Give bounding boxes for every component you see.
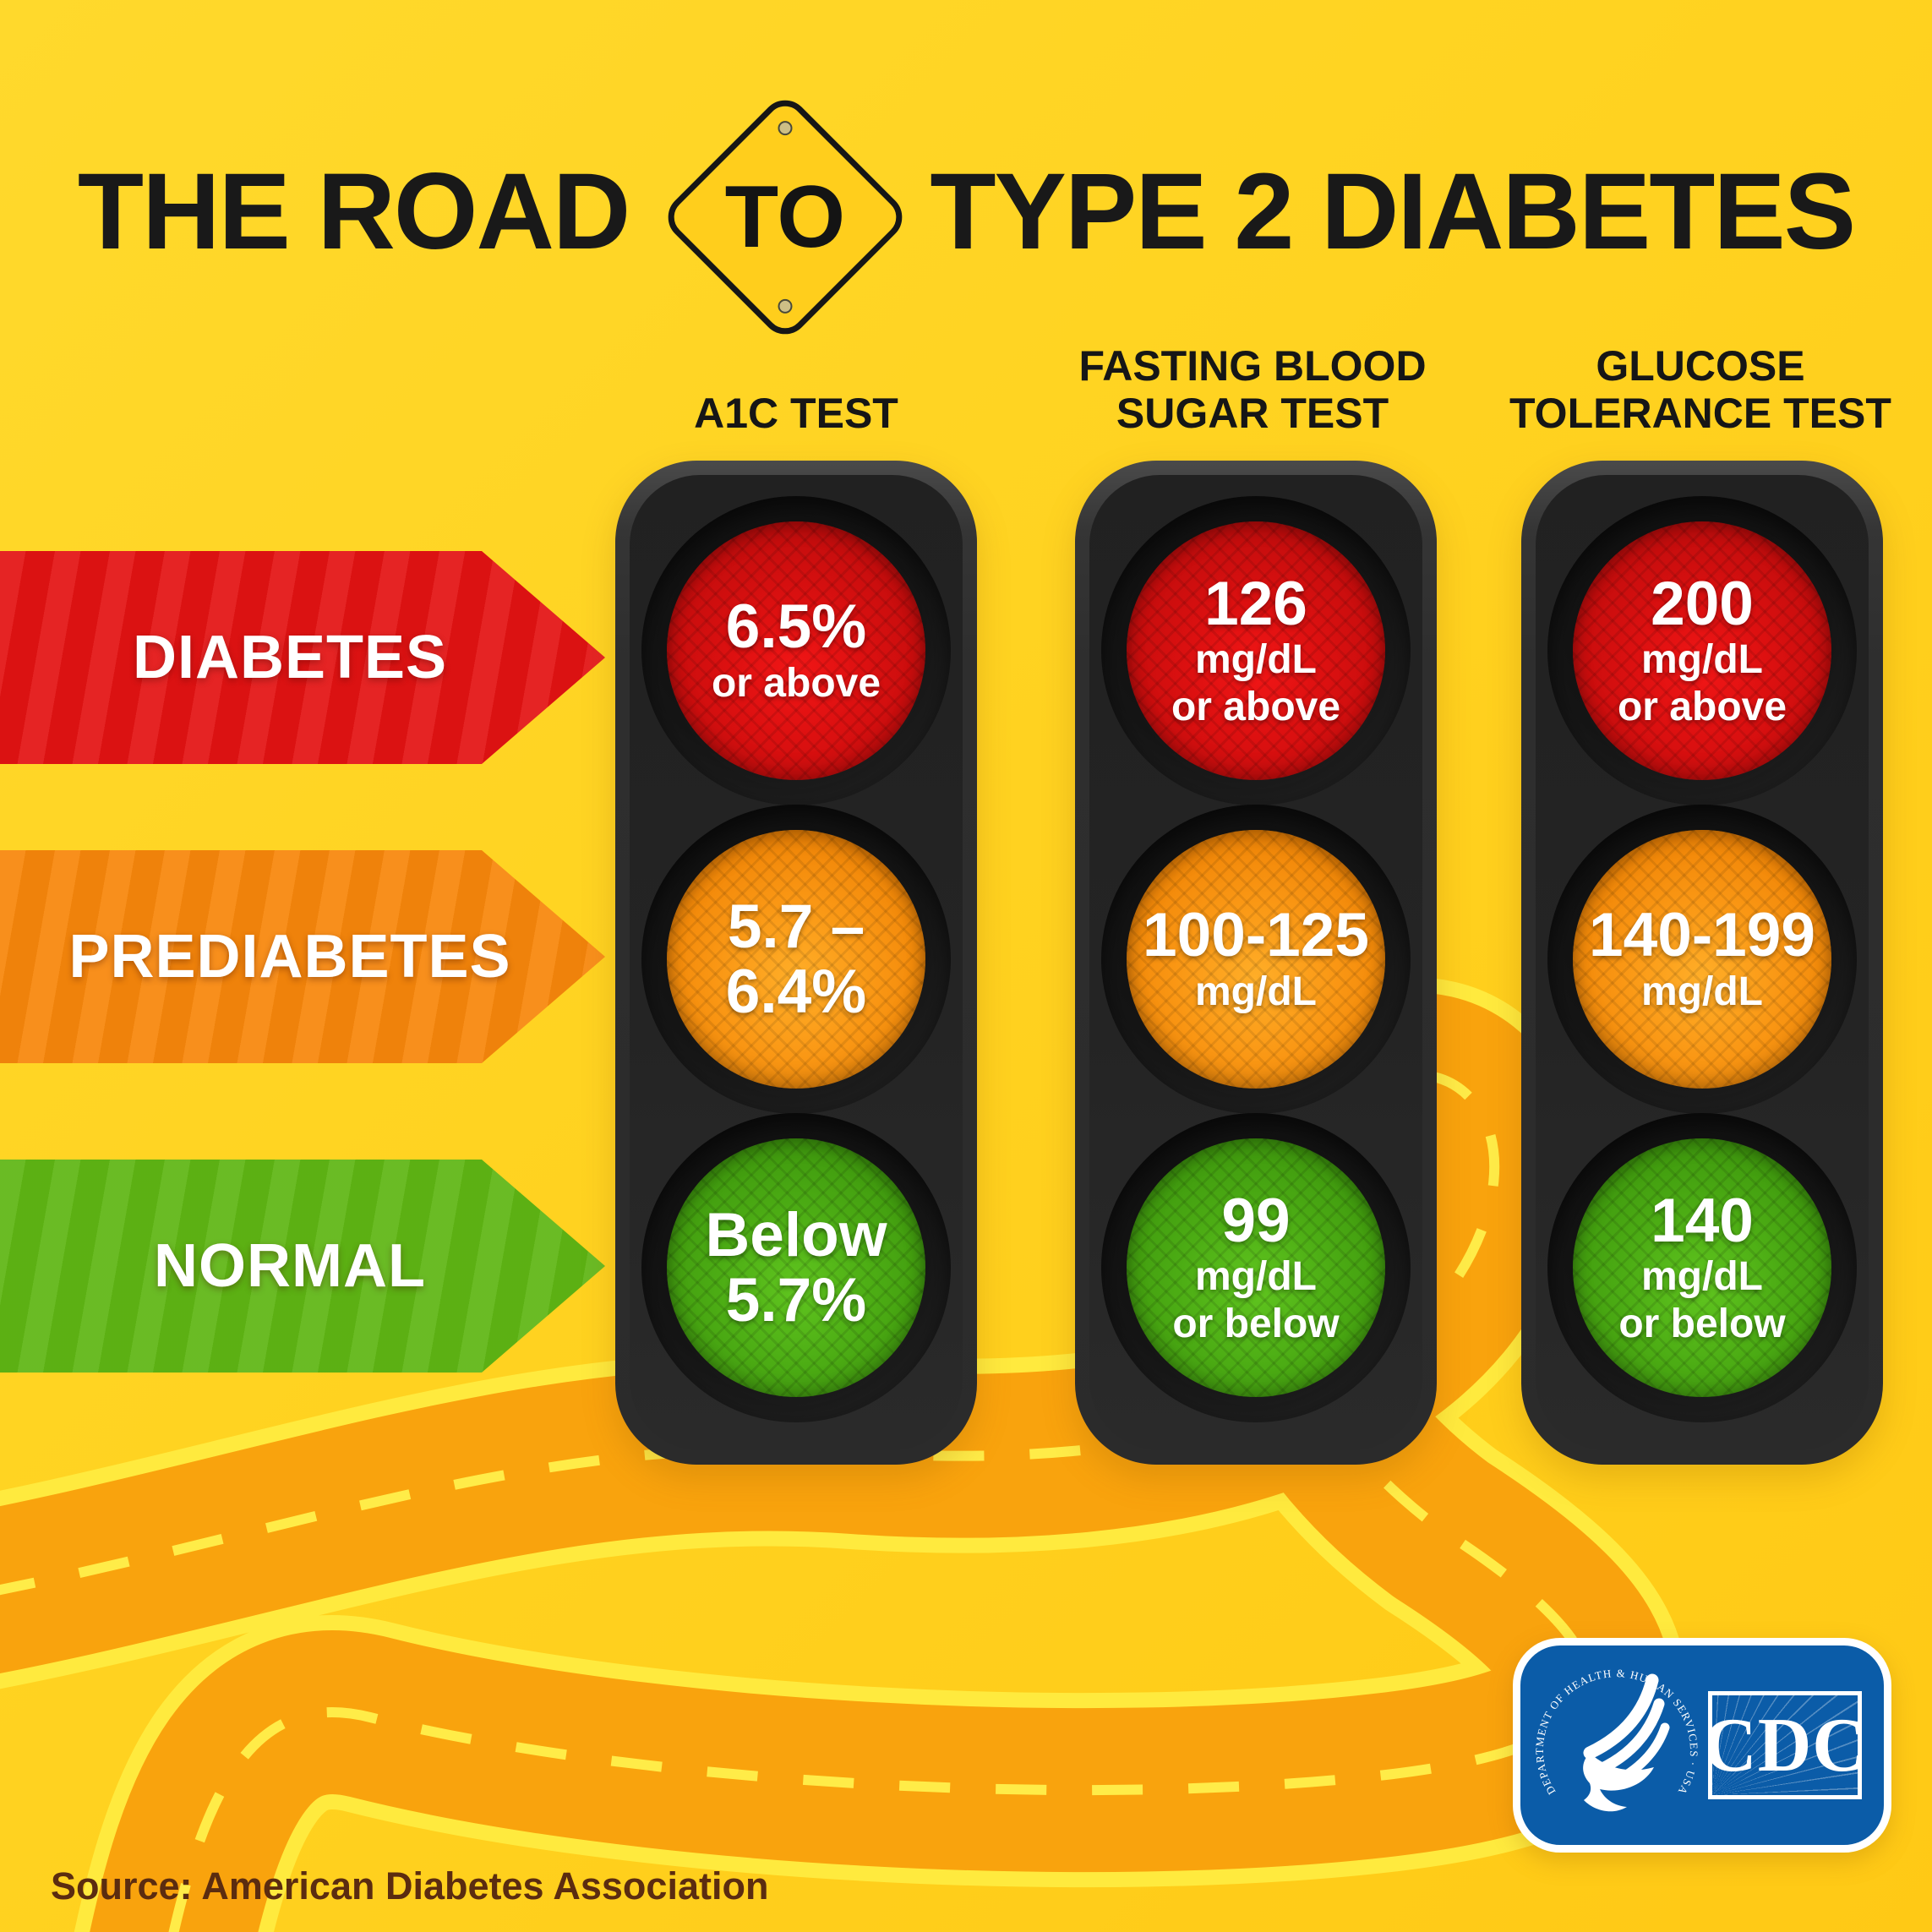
lamp-recess: 200 mg/dL or above	[1547, 496, 1857, 805]
a1c-diabetes-lamp: 6.5% or above	[667, 521, 925, 780]
lamp-recess: 99 mg/dL or below	[1101, 1113, 1411, 1422]
hhs-eagle-icon: DEPARTMENT OF HEALTH & HUMAN SERVICES · …	[1533, 1667, 1700, 1812]
lamp-recess: 100-125 mg/dL	[1101, 805, 1411, 1114]
glucose-prediabetes-lamp: 140-199 mg/dL	[1573, 830, 1831, 1089]
lamp-recess: 6.5% or above	[641, 496, 951, 805]
source-note: Source: American Diabetes Association	[51, 1864, 769, 1907]
fasting-diabetes-lamp: 126 mg/dL or above	[1127, 521, 1385, 780]
cdc-wordmark: CDC	[1708, 1702, 1862, 1788]
title-part-2: TYPE 2 DIABETES	[930, 150, 1856, 272]
cdc-wordmark-box: CDC	[1708, 1691, 1862, 1799]
column-header-fasting-blood-sugar-test: FASTING BLOOD SUGAR TEST	[1078, 342, 1427, 437]
row-arrow-prediabetes: PREDIABETES	[0, 850, 605, 1063]
page-title: THE ROAD TO TYPE 2 DIABETES	[0, 83, 1932, 344]
lamp-recess: 140 mg/dL or below	[1547, 1113, 1857, 1422]
sign-screw-icon	[775, 117, 796, 139]
a1c-prediabetes-lamp: 5.7 – 6.4%	[667, 830, 925, 1089]
fasting-normal-lamp: 99 mg/dL or below	[1127, 1138, 1385, 1397]
traffic-light-a1c: 6.5% or above 5.7 – 6.4% Below 5.7%	[615, 461, 977, 1465]
traffic-light-fasting-blood-sugar: 126 mg/dL or above 100-125 mg/dL 99 mg/d…	[1075, 461, 1437, 1465]
lamp-recess: 126 mg/dL or above	[1101, 496, 1411, 805]
title-part-1: THE ROAD	[77, 150, 630, 272]
fasting-prediabetes-lamp: 100-125 mg/dL	[1127, 830, 1385, 1089]
lamp-recess: Below 5.7%	[641, 1113, 951, 1422]
cdc-hhs-logo: DEPARTMENT OF HEALTH & HUMAN SERVICES · …	[1513, 1638, 1891, 1853]
lamp-recess: 5.7 – 6.4%	[641, 805, 951, 1114]
row-label-prediabetes: PREDIABETES	[68, 923, 511, 991]
traffic-light-glucose-tolerance: 200 mg/dL or above 140-199 mg/dL 140 mg/…	[1521, 461, 1883, 1465]
a1c-normal-lamp: Below 5.7%	[667, 1138, 925, 1397]
sign-label: TO	[725, 167, 846, 266]
column-header-glucose-tolerance-test: GLUCOSE TOLERANCE TEST	[1509, 342, 1891, 437]
row-arrow-normal: NORMAL	[0, 1160, 605, 1373]
road-sign-diamond: TO	[658, 90, 913, 344]
glucose-normal-lamp: 140 mg/dL or below	[1573, 1138, 1831, 1397]
glucose-diabetes-lamp: 200 mg/dL or above	[1573, 521, 1831, 780]
row-label-diabetes: DIABETES	[132, 624, 448, 691]
row-arrow-diabetes: DIABETES	[0, 551, 605, 764]
column-header-a1c-test: A1C TEST	[694, 390, 898, 437]
lamp-recess: 140-199 mg/dL	[1547, 805, 1857, 1114]
row-label-normal: NORMAL	[154, 1232, 426, 1300]
